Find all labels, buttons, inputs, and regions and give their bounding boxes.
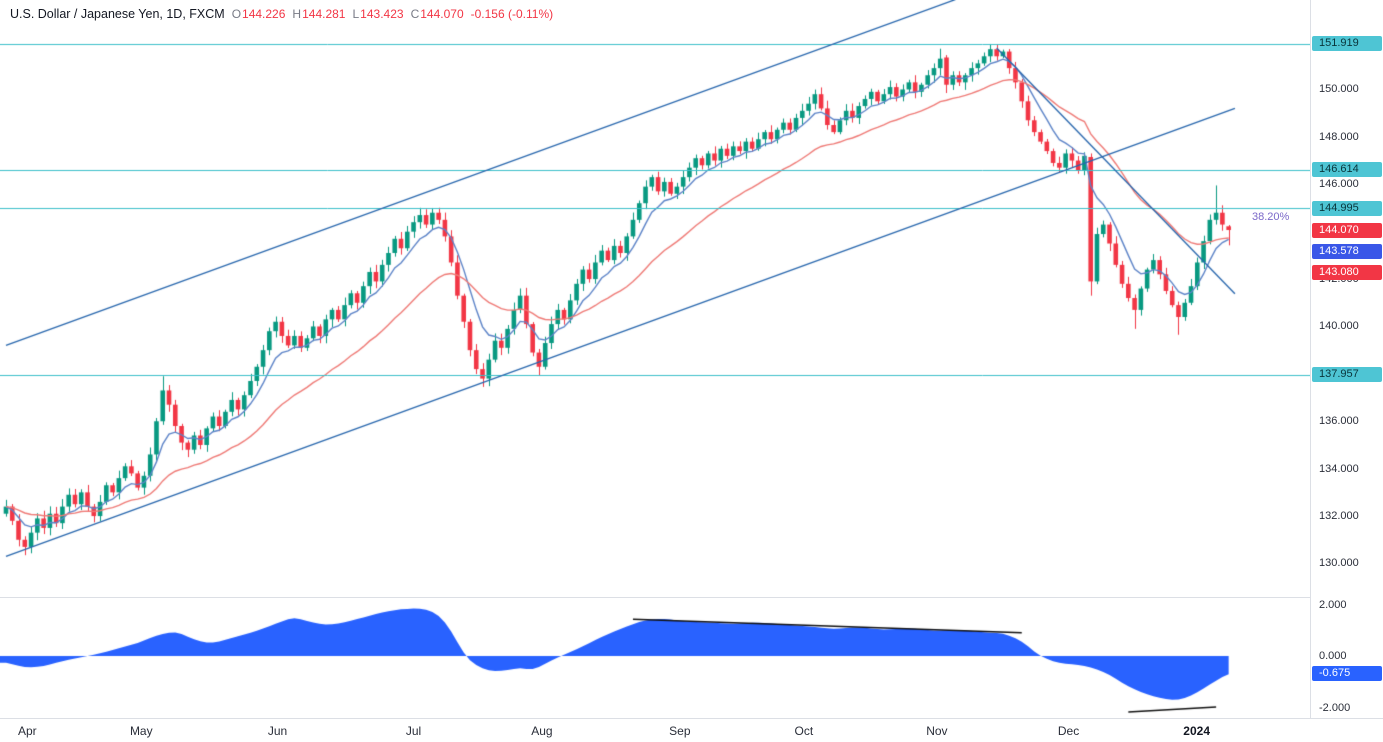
ohlc-value: 144.281 — [302, 7, 346, 21]
ohlc-key: O — [231, 7, 242, 21]
price-tick: 148.000 — [1319, 130, 1359, 143]
time-axis-label: Oct — [794, 724, 814, 738]
symbol-title[interactable]: U.S. Dollar / Japanese Yen, 1D, FXCM — [10, 7, 225, 21]
level-price-badge[interactable]: 151.919 — [1312, 36, 1382, 52]
indicator-tick: -2.000 — [1319, 701, 1351, 714]
ohlc-key: H — [292, 7, 302, 21]
price-tick: 134.000 — [1319, 462, 1359, 475]
pane-divider[interactable] — [0, 597, 1383, 598]
ohlc-key: L — [352, 7, 360, 21]
last-price-badge: 144.070 — [1312, 222, 1382, 238]
level-price-badge[interactable]: 137.957 — [1312, 367, 1382, 383]
price-tick: 146.000 — [1319, 178, 1359, 191]
time-axis-label: May — [129, 724, 153, 738]
indicator-value-badge: -0.675 — [1312, 665, 1382, 681]
price-tick: 132.000 — [1319, 510, 1359, 523]
indicator-tick: 0.000 — [1319, 650, 1347, 662]
time-axis-label: 2024 — [1183, 724, 1210, 738]
time-axis[interactable]: Apr May Jun Jul Aug Sep Oct Nov Dec 2024 — [0, 718, 1383, 742]
price-tick: 150.000 — [1319, 83, 1359, 96]
fib-382-label[interactable]: 38.20% — [1252, 211, 1290, 224]
time-axis-label: Apr — [18, 724, 37, 738]
time-axis-label: Sep — [669, 724, 691, 738]
ohlc-value: 143.423 — [360, 7, 404, 21]
time-axis-label: Aug — [531, 724, 553, 738]
time-axis-label: Nov — [926, 724, 948, 738]
ma-price-badge: 143.578 — [1312, 243, 1382, 259]
price-axis[interactable]: 150.000148.000146.000144.000142.000140.0… — [1310, 0, 1383, 742]
change-value: -0.156 (-0.11%) — [470, 7, 554, 21]
ohlc-key: C — [410, 7, 420, 21]
ohlc-value: 144.070 — [420, 7, 464, 21]
price-tick: 140.000 — [1319, 320, 1359, 333]
time-axis-label: Dec — [1057, 724, 1080, 738]
price-tick: 136.000 — [1319, 415, 1359, 428]
ma-price-badge: 143.080 — [1312, 264, 1382, 280]
time-axis-label: Jun — [267, 724, 288, 738]
price-tick: 130.000 — [1319, 557, 1359, 570]
indicator-tick: 2.000 — [1319, 598, 1347, 611]
symbol-legend: U.S. Dollar / Japanese Yen, 1D, FXCM O144… — [10, 7, 553, 21]
ohlc-value: 144.226 — [242, 7, 286, 21]
level-price-badge[interactable]: 146.614 — [1312, 162, 1382, 178]
ohlc-values: O144.226 H144.281 L143.423 C144.070 — [225, 7, 464, 21]
time-axis-label: Jul — [405, 724, 422, 738]
level-price-badge[interactable]: 144.995 — [1312, 200, 1382, 216]
